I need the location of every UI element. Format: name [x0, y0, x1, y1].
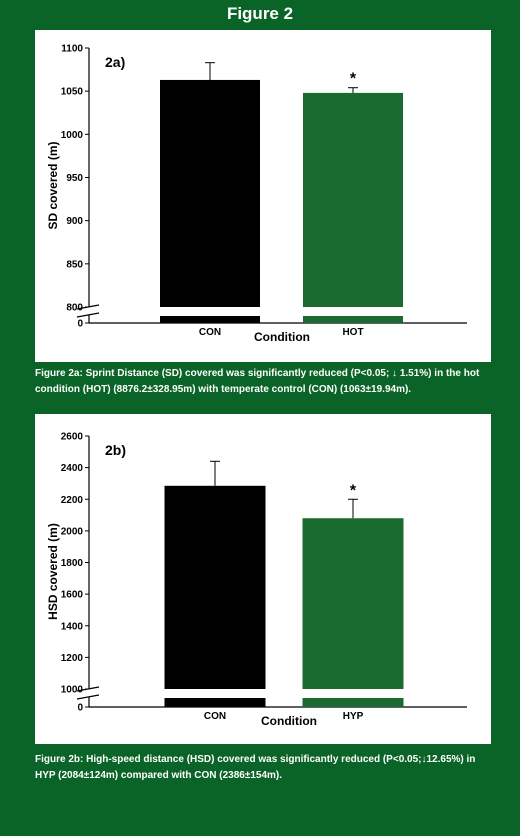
- x-category-label: HOT: [342, 327, 363, 338]
- panel-label: 2a): [105, 54, 125, 70]
- y-axis-label: HSD covered (m): [46, 523, 60, 620]
- bar-hyp: [302, 518, 404, 689]
- bar-chart-2a: 1100 1050 1000 950 900 850 800 0 CON * HOT Conditio…: [46, 44, 467, 344]
- x-axis-label: Condition: [261, 714, 317, 728]
- y-tick-label: 1100: [61, 44, 83, 55]
- y-tick-label: 950: [66, 173, 83, 184]
- y-tick-label: 1000: [61, 130, 84, 141]
- significance-marker: *: [350, 71, 357, 88]
- y-tick-label: 2600: [61, 432, 84, 443]
- bar-stub-hyp: [302, 698, 404, 707]
- caption-2b: Figure 2b: High-speed distance (HSD) cov…: [35, 754, 476, 781]
- y-tick-label: 1050: [61, 87, 84, 98]
- panel-label: 2b): [105, 442, 126, 458]
- y-tick-label: 800: [66, 303, 83, 314]
- y-tick-label: 1800: [61, 558, 84, 569]
- y-tick-label: 1400: [61, 621, 84, 632]
- axis-break-mark: [76, 686, 100, 692]
- significance-marker: *: [350, 482, 357, 499]
- axis-break-mark: [76, 304, 100, 310]
- figure-title: Figure 2: [226, 4, 294, 23]
- bar-con: [160, 79, 260, 307]
- bar-hot: [303, 92, 403, 307]
- y-tick-label: 2200: [61, 495, 84, 506]
- x-category-label: CON: [199, 327, 221, 338]
- chart-panel-2b: 2600 2400 2200 2000 1800 1600 1400 1200 1000 0 CON…: [35, 414, 491, 744]
- bar-con: [164, 485, 266, 689]
- bar-stub-con: [164, 698, 266, 707]
- x-category-label: CON: [204, 711, 226, 722]
- y-tick-label-zero: 0: [77, 319, 83, 330]
- y-axis-label: SD covered (m): [46, 141, 60, 229]
- x-axis-label: Condition: [254, 330, 310, 344]
- y-tick-label-zero: 0: [77, 703, 83, 714]
- bar-stub-con: [160, 316, 260, 323]
- x-category-label: HYP: [343, 711, 364, 722]
- y-tick-label: 900: [66, 216, 83, 227]
- y-tick-label: 1000: [61, 685, 84, 696]
- axis-break-mark: [76, 694, 100, 700]
- bar-chart-2b: 2600 2400 2200 2000 1800 1600 1400 1200 1000 0 CON…: [46, 432, 467, 728]
- bar-stub-hot: [303, 316, 403, 323]
- y-tick-label: 2000: [61, 526, 84, 537]
- y-tick-label: 850: [66, 259, 83, 270]
- y-tick-label: 1200: [61, 653, 84, 664]
- axis-break-mark: [76, 312, 100, 318]
- y-tick-label: 2400: [61, 463, 84, 474]
- caption-2a: Figure 2a: Sprint Distance (SD) covered …: [35, 368, 480, 395]
- chart-panel-2a: 1100 1050 1000 950 900 850 800 0 CON * HOT Conditio…: [35, 30, 491, 362]
- y-tick-label: 1600: [61, 590, 84, 601]
